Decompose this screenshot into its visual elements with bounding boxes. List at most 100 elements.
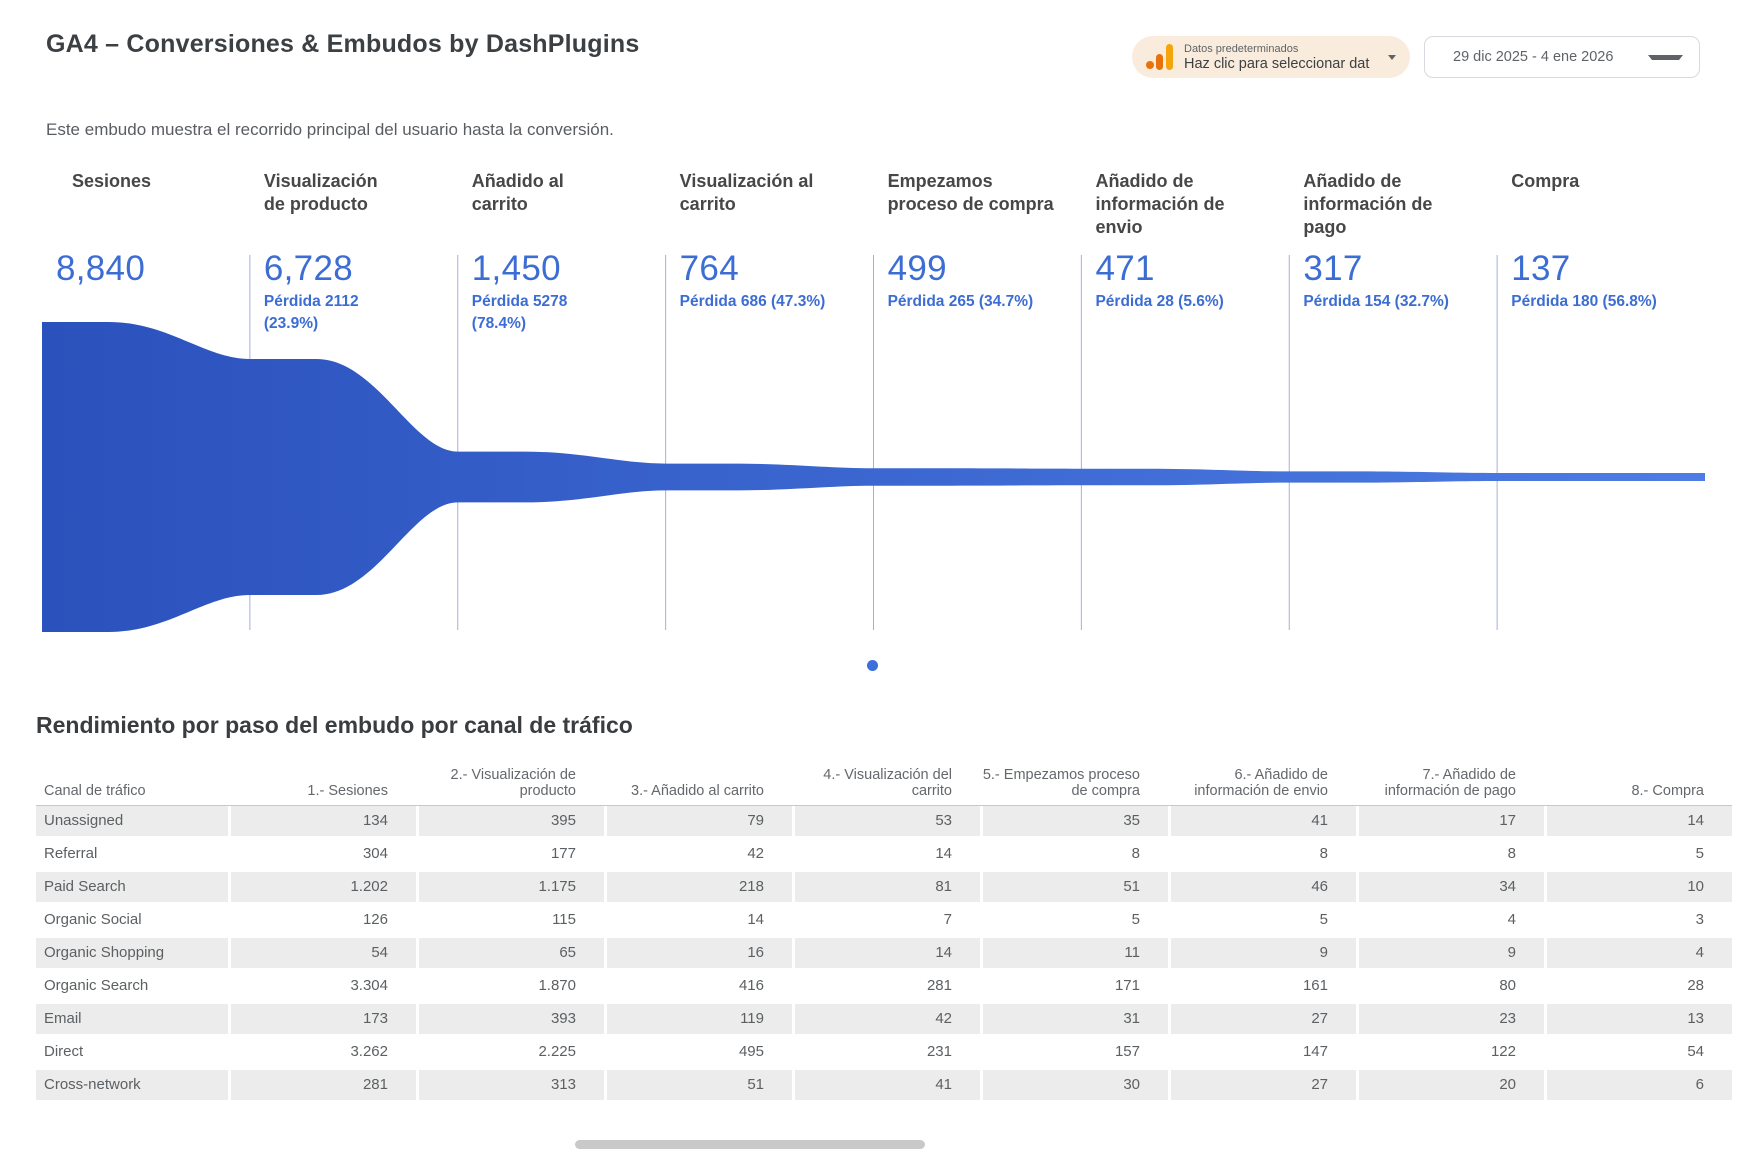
- funnel-step-8[interactable]: Compra 137 Pérdida 180 (56.8%): [1497, 170, 1705, 335]
- table-cell: 5: [1131, 911, 1140, 928]
- funnel-step-loss: Pérdida 154 (32.7%): [1303, 293, 1449, 310]
- column-header-step-8[interactable]: 8.- Compra: [1631, 783, 1704, 799]
- funnel-step-loss: Pérdida 5278 (78.4%): [471, 293, 568, 332]
- channel-name: Referral: [44, 845, 98, 862]
- table-cell: 42: [747, 845, 764, 862]
- table-header-row: Canal de tráfico 1.- Sesiones 2.- Visualiz…: [36, 767, 1732, 806]
- table-cell: 14: [1544, 806, 1732, 836]
- table-cell: 11: [980, 938, 1168, 968]
- data-source-selector[interactable]: Datos predeterminados Haz clic para sele…: [1132, 36, 1410, 78]
- funnel-step-3[interactable]: Añadido al carrito 1,450 Pérdida 5278 (78.…: [458, 170, 666, 335]
- table-row-email[interactable]: Email 173 393 119 42 31 27 23 13: [36, 1004, 1732, 1037]
- table-cell: 8: [1319, 845, 1328, 862]
- table-cell: 14: [935, 845, 952, 862]
- table-cell: 119: [604, 1004, 792, 1034]
- table-cell: 1.870: [538, 977, 576, 994]
- page-title: GA4 – Conversiones & Embudos by DashPlug…: [46, 30, 640, 58]
- table-cell: 6: [1544, 1070, 1732, 1100]
- funnel-step-2[interactable]: Visualización de producto 6,728 Pérdida 21…: [250, 170, 458, 335]
- column-header-step-6[interactable]: 6.- Añadido de información de envio: [1194, 767, 1328, 799]
- table-cell: 14: [747, 911, 764, 928]
- table-cell: 3.262: [350, 1043, 388, 1060]
- table-row-paid-search[interactable]: Paid Search 1.202 1.175 218 81 51 46 34 10: [36, 872, 1732, 905]
- funnel-step-loss: Pérdida 180 (56.8%): [1511, 293, 1657, 310]
- funnel-step-value: 317: [1303, 249, 1363, 288]
- date-range-value: 29 dic 2025 - 4 ene 2026: [1453, 49, 1614, 65]
- funnel-step-label: Visualización al carrito: [679, 171, 814, 214]
- data-source-labels: Datos predeterminados Haz clic para sele…: [1184, 42, 1380, 73]
- funnel-step-metrics: Sesiones 8,840 Visualización de producto 6,…: [42, 170, 1706, 335]
- table-cell: 46: [1168, 872, 1356, 902]
- funnel-step-7[interactable]: Añadido de información de pago 317 Pérdida…: [1289, 170, 1497, 335]
- column-header-step-2[interactable]: 2.- Visualización de producto: [450, 767, 576, 799]
- funnel-step-value: 8,840: [56, 249, 146, 288]
- channel-table: Rendimiento por paso del embudo por cana…: [36, 712, 1732, 1103]
- table-cell: 173: [228, 1004, 416, 1034]
- column-header-step-4[interactable]: 4.- Visualización del carrito: [823, 767, 952, 799]
- table-cell: 134: [228, 806, 416, 836]
- horizontal-scrollbar-thumb[interactable]: [575, 1140, 925, 1149]
- table-cell: 41: [1168, 806, 1356, 836]
- table-cell: 80: [1499, 977, 1516, 994]
- column-header-channel[interactable]: Canal de tráfico: [44, 783, 146, 799]
- column-header-step-1[interactable]: 1.- Sesiones: [307, 783, 388, 799]
- column-header-step-7[interactable]: 7.- Añadido de información de pago: [1384, 767, 1516, 799]
- column-header-step-5[interactable]: 5.- Empezamos proceso de compra: [982, 767, 1140, 799]
- table-cell: 51: [604, 1070, 792, 1100]
- date-range-picker[interactable]: 29 dic 2025 - 4 ene 2026: [1424, 36, 1700, 78]
- table-cell: 177: [550, 845, 576, 862]
- funnel-step-loss: Pérdida 2112 (23.9%): [263, 293, 359, 332]
- channel-name: Paid Search: [36, 872, 228, 902]
- table-cell: 313: [416, 1070, 604, 1100]
- table-cell: 54: [228, 938, 416, 968]
- table-cell: 115: [552, 911, 576, 928]
- channel-name: Cross-network: [36, 1070, 228, 1100]
- column-header-step-3[interactable]: 3.- Añadido al carrito: [631, 783, 764, 799]
- funnel-step-label: Sesiones: [72, 171, 152, 191]
- funnel-subtitle: Este embudo muestra el recorrido princip…: [46, 120, 614, 139]
- funnel-step-label: Empezamos proceso de compra: [887, 171, 1054, 214]
- table-cell: 171: [1114, 977, 1140, 994]
- table-row-unassigned[interactable]: Unassigned 134 395 79 53 35 41 17 14: [36, 806, 1732, 839]
- table-cell: 53: [792, 806, 980, 836]
- funnel-step-loss: Pérdida 28 (5.6%): [1095, 293, 1224, 310]
- table-cell: 81: [792, 872, 980, 902]
- table-cell: 126: [362, 911, 388, 928]
- table-row-referral[interactable]: Referral 304 177 42 14 8 8 8 5: [36, 839, 1732, 872]
- table-cell: 34: [1356, 872, 1544, 902]
- table-cell: 7: [943, 911, 952, 928]
- table-row-direct[interactable]: Direct 3.262 2.225 495 231 157 147 122 54: [36, 1037, 1732, 1070]
- funnel-step-value: 499: [887, 249, 947, 288]
- funnel-step-6[interactable]: Añadido de información de envio 471 Pérdid…: [1081, 170, 1289, 335]
- funnel-step-value: 764: [679, 249, 739, 288]
- funnel-step-label: Añadido de información de envio: [1095, 171, 1225, 237]
- table-cell: 9: [1356, 938, 1544, 968]
- table-body: Unassigned 134 395 79 53 35 41 17 14 Referral 304 1…: [36, 806, 1732, 1103]
- funnel-step-5[interactable]: Empezamos proceso de compra 499 Pérdida 26…: [874, 170, 1082, 335]
- funnel-step-label: Visualización de producto: [263, 171, 378, 214]
- table-cell: 2.225: [538, 1043, 576, 1060]
- table-cell: 304: [362, 845, 388, 862]
- funnel-step-4[interactable]: Visualización al carrito 764 Pérdida 686 (…: [666, 170, 874, 335]
- table-cell: 41: [792, 1070, 980, 1100]
- table-cell: 10: [1544, 872, 1732, 902]
- table-cell: 42: [792, 1004, 980, 1034]
- table-row-organic-social[interactable]: Organic Social 126 115 14 7 5 5 4 3: [36, 905, 1732, 938]
- table-row-organic-search[interactable]: Organic Search 3.304 1.870 416 281 171 161 80 28: [36, 971, 1732, 1004]
- table-cell: 4: [1544, 938, 1732, 968]
- funnel-step-value: 1,450: [471, 249, 561, 288]
- funnel-step-value: 471: [1095, 249, 1155, 288]
- table-cell: 13: [1544, 1004, 1732, 1034]
- funnel-step-loss: Pérdida 686 (47.3%): [679, 293, 826, 310]
- table-cell: 65: [416, 938, 604, 968]
- table-cell: 281: [228, 1070, 416, 1100]
- table-cell: 20: [1356, 1070, 1544, 1100]
- analytics-bars-icon: [1146, 44, 1174, 70]
- table-row-organic-shopping[interactable]: Organic Shopping 54 65 16 14 11 9 9 4: [36, 938, 1732, 971]
- table-cell: 395: [416, 806, 604, 836]
- table-row-cross-network[interactable]: Cross-network 281 313 51 41 30 27 20 6: [36, 1070, 1732, 1103]
- table-cell: 281: [926, 977, 952, 994]
- table-cell: 17: [1356, 806, 1544, 836]
- pagination-dot[interactable]: [867, 660, 878, 671]
- funnel-step-1[interactable]: Sesiones 8,840: [42, 170, 250, 335]
